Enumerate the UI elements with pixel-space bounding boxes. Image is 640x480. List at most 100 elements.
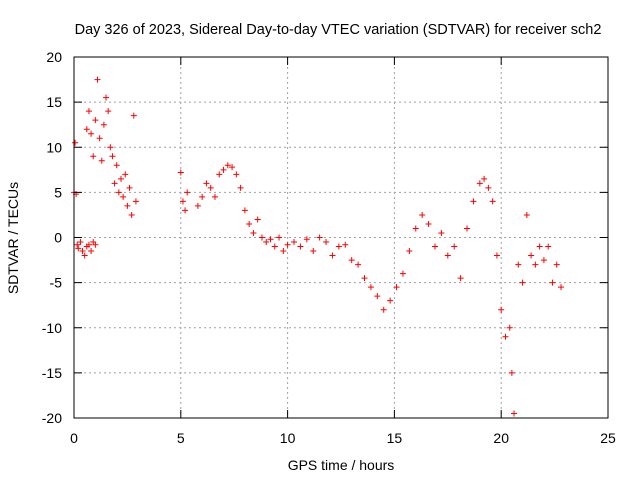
data-point <box>229 164 236 171</box>
data-point <box>329 252 336 259</box>
data-point <box>431 243 438 250</box>
data-point <box>438 229 445 236</box>
data-point <box>476 180 483 187</box>
data-point <box>470 198 477 205</box>
data-point <box>284 241 291 248</box>
data-point <box>90 153 97 160</box>
data-point <box>220 166 227 173</box>
data-point <box>72 139 79 146</box>
data-point <box>111 180 118 187</box>
y-tick-label: -5 <box>50 275 63 291</box>
data-point <box>100 121 107 128</box>
data-point <box>74 241 81 248</box>
data-point <box>224 162 231 169</box>
data-point <box>335 243 342 250</box>
data-point <box>451 243 458 250</box>
data-point <box>258 234 265 241</box>
data-point <box>92 241 99 248</box>
x-tick-label: 20 <box>493 430 509 446</box>
data-point <box>280 248 287 255</box>
y-tick-label: 5 <box>54 184 62 200</box>
data-point <box>233 171 240 178</box>
data-point <box>545 243 552 250</box>
data-point <box>263 239 270 246</box>
data-point <box>425 220 432 227</box>
data-point <box>179 198 186 205</box>
data-point <box>498 306 505 313</box>
data-point <box>523 211 530 218</box>
x-tick-label: 25 <box>600 430 616 446</box>
data-point <box>122 171 129 178</box>
data-point <box>199 193 206 200</box>
data-point <box>297 243 304 250</box>
data-point <box>246 220 253 227</box>
data-point <box>126 184 133 191</box>
data-point <box>216 171 223 178</box>
data-point <box>316 234 323 241</box>
data-point <box>250 229 257 236</box>
data-point <box>374 293 381 300</box>
data-point <box>107 144 114 151</box>
y-tick-label: -15 <box>42 365 62 381</box>
data-point <box>113 162 120 169</box>
data-point <box>481 175 488 182</box>
data-point <box>536 243 543 250</box>
x-tick-label: 0 <box>70 430 78 446</box>
data-point <box>303 236 310 243</box>
data-point <box>98 157 105 164</box>
data-point <box>75 245 82 252</box>
data-point <box>532 261 539 268</box>
data-point <box>444 252 451 259</box>
data-point <box>489 198 496 205</box>
series-sch2 <box>71 76 565 417</box>
data-point <box>361 275 368 282</box>
y-axis-label: SDTVAR / TECUs <box>5 182 21 294</box>
data-point <box>92 117 99 124</box>
data-point <box>194 202 201 209</box>
data-point <box>81 252 88 259</box>
data-point <box>291 239 298 246</box>
data-point <box>254 216 261 223</box>
data-point <box>207 184 214 191</box>
x-axis-label: GPS time / hours <box>288 457 395 473</box>
x-tick-label: 15 <box>387 430 403 446</box>
chart-title: Day 326 of 2023, Sidereal Day-to-day VTE… <box>75 22 602 38</box>
data-point <box>493 252 500 259</box>
data-point <box>502 333 509 340</box>
data-point <box>540 257 547 264</box>
data-point <box>105 108 112 115</box>
data-point <box>511 410 518 417</box>
data-point <box>103 94 110 101</box>
data-point <box>85 241 92 248</box>
data-point <box>519 279 526 286</box>
y-tick-label: 10 <box>46 139 62 155</box>
data-point <box>412 225 419 232</box>
y-tick-label: -10 <box>42 320 62 336</box>
data-point <box>553 261 560 268</box>
data-point <box>211 193 218 200</box>
data-point <box>387 297 394 304</box>
data-point <box>88 248 95 255</box>
data-point <box>380 306 387 313</box>
data-point <box>506 324 513 331</box>
data-point <box>508 369 515 376</box>
axis-ticks: 0 5 10 15 20 25 -20 -15 -10 -5 0 5 10 15 20 <box>42 49 616 446</box>
data-point <box>485 184 492 191</box>
data-point <box>184 189 191 196</box>
data-point <box>515 261 522 268</box>
data-point <box>393 284 400 291</box>
data-point <box>406 248 413 255</box>
x-tick-label: 10 <box>280 430 296 446</box>
y-tick-label: 20 <box>46 49 62 65</box>
data-point <box>399 270 406 277</box>
data-point <box>464 225 471 232</box>
data-point <box>203 180 210 187</box>
data-point <box>85 108 92 115</box>
data-point <box>128 211 135 218</box>
y-tick-label: -20 <box>42 410 62 426</box>
data-point <box>267 236 274 243</box>
data-point <box>120 193 127 200</box>
data-point <box>419 211 426 218</box>
data-point <box>83 126 90 133</box>
data-point <box>348 257 355 264</box>
